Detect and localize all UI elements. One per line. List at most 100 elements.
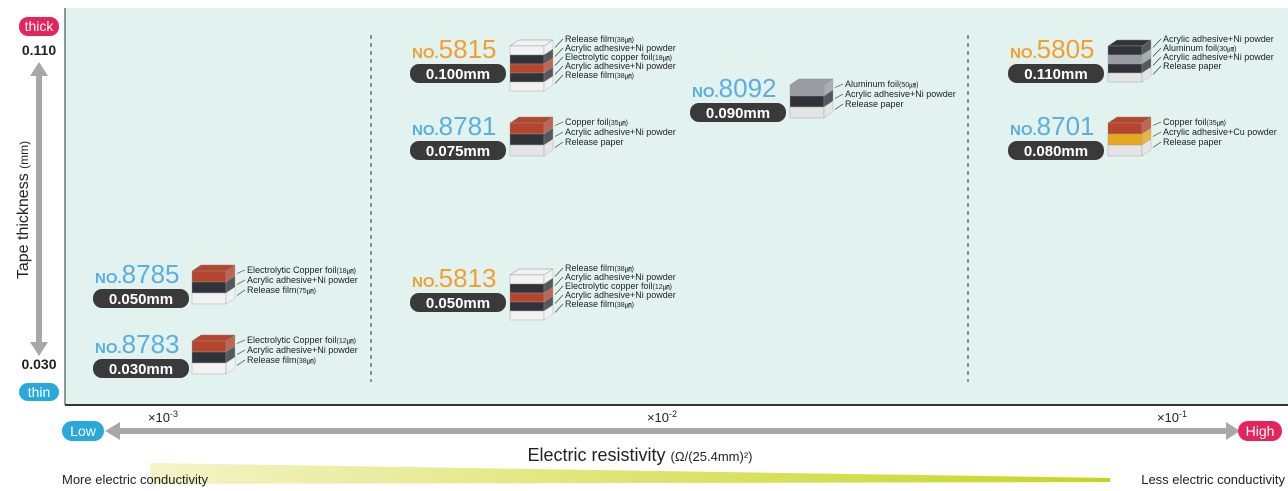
thin-label: thin	[28, 384, 51, 400]
layer-front	[1107, 54, 1143, 65]
layer-front	[509, 122, 545, 135]
product-prefix: NO.	[1010, 122, 1037, 139]
leader	[236, 289, 246, 296]
layer-side	[225, 356, 236, 375]
leader	[1152, 47, 1162, 57]
thick-label: thick	[25, 18, 55, 34]
thickness-label: 0.050mm	[109, 291, 173, 308]
layer-side	[543, 75, 554, 92]
layer-name: Acrylic adhesive+Cu powder	[1163, 127, 1277, 137]
max-label: 0.110	[22, 42, 56, 58]
layer-front	[509, 133, 545, 146]
product-code: 5813	[439, 263, 497, 293]
layer-label: Electrolytic copper foil(18㎛)	[565, 52, 672, 63]
layer-spec: (38㎛)	[297, 358, 316, 366]
layer-name: Acrylic adhesive+Ni powder	[1163, 34, 1274, 44]
leader	[236, 279, 246, 285]
leader	[1152, 56, 1162, 66]
layer-front	[1107, 63, 1143, 74]
layer-label: Electrolytic Copper foil(18㎛)	[247, 265, 356, 276]
scale-base: ×10	[1157, 410, 1179, 425]
product-number: NO.8781	[412, 111, 497, 141]
layer-spec: (30㎛)	[1217, 46, 1236, 54]
leader	[834, 83, 844, 88]
product-number: NO.5805	[1010, 34, 1095, 64]
layer-spec: (12㎛)	[337, 338, 356, 346]
layer-label: Acrylic adhesive+Ni powder	[565, 43, 676, 53]
layer-front	[191, 281, 227, 294]
layer-side	[543, 304, 554, 321]
leader	[834, 93, 844, 99]
layer-name: Acrylic adhesive+Ni powder	[1163, 52, 1274, 62]
layer-spec: (38㎛)	[615, 302, 634, 310]
layer-front	[509, 72, 545, 83]
layer-spec: (75㎛)	[297, 288, 316, 296]
layer-front	[509, 274, 545, 285]
product-code: 8783	[122, 329, 180, 359]
layer-name: Acrylic adhesive+Ni powder	[565, 127, 676, 137]
leader	[1152, 141, 1162, 148]
layer-label: Release film(38㎛)	[565, 70, 634, 81]
layer-spec: (38㎛)	[615, 37, 634, 45]
layer-name: Acrylic adhesive+Ni powder	[565, 61, 676, 71]
layer-name: Release film	[565, 70, 615, 80]
scale-base: ×10	[148, 410, 170, 425]
right-note: Less electric conductivity	[1141, 472, 1285, 487]
leader	[554, 74, 564, 84]
scale-label: ×10-1	[1157, 409, 1187, 425]
layer-label: Release film(38㎛)	[565, 299, 634, 310]
layer-name: Acrylic adhesive+Ni powder	[247, 345, 358, 355]
layer-name: Acrylic adhesive+Ni powder	[565, 290, 676, 300]
layer-front	[509, 310, 545, 321]
x-axis-label: Electric resistivity	[528, 445, 666, 465]
product-prefix: NO.	[412, 122, 439, 139]
leader	[554, 121, 564, 126]
layer-spec: (38㎛)	[615, 266, 634, 274]
product-code: 8781	[439, 111, 497, 141]
layer-label: Copper foil(35㎛)	[565, 117, 628, 128]
product-number: NO.8783	[95, 329, 180, 359]
leader	[236, 349, 246, 355]
thickness-label: 0.100mm	[426, 66, 490, 83]
thickness-label: 0.050mm	[426, 295, 490, 312]
leader	[1152, 131, 1162, 137]
thickness-pill	[690, 103, 786, 122]
layer-label: Copper foil(35㎛)	[1163, 117, 1226, 128]
layer-label: Acrylic adhesive+Ni powder	[565, 61, 676, 71]
product-number: NO.8785	[95, 259, 180, 289]
layer-label: Release paper	[845, 99, 904, 109]
layer-front	[509, 54, 545, 65]
layer-name: Acrylic adhesive+Ni powder	[565, 272, 676, 282]
layer-label: Acrylic adhesive+Ni powder	[1163, 34, 1274, 44]
product-code: 8785	[122, 259, 180, 289]
product-prefix: NO.	[1010, 45, 1037, 62]
leader	[554, 38, 564, 48]
layer-spec: (18㎛)	[653, 55, 672, 63]
thin-pill	[19, 383, 59, 401]
leader	[1152, 121, 1162, 126]
product-code: 5805	[1037, 34, 1095, 64]
y-arrow	[30, 62, 48, 356]
layer-front	[1107, 144, 1143, 157]
leader	[554, 294, 564, 304]
layer-name: Release film	[247, 355, 297, 365]
leader	[1152, 65, 1162, 75]
product-code: 5815	[439, 34, 497, 64]
layer-name: Electrolytic copper foil	[565, 52, 653, 62]
layer-label: Aluminum foil(50㎛)	[845, 79, 918, 90]
layer-name: Electrolytic Copper foil	[247, 335, 337, 345]
low-label: Low	[70, 423, 97, 439]
layer-front	[509, 301, 545, 312]
layer-name: Acrylic adhesive+Ni powder	[565, 43, 676, 53]
product-number: NO.5813	[412, 263, 497, 293]
thickness-label: 0.090mm	[706, 105, 770, 122]
high-pill	[1238, 421, 1282, 441]
thickness-label: 0.030mm	[109, 361, 173, 378]
leader	[554, 131, 564, 137]
low-pill	[62, 421, 104, 441]
layer-front	[1107, 122, 1143, 135]
layer-name: Release paper	[565, 137, 624, 147]
layer-label: Release film(38㎛)	[565, 34, 634, 45]
layer-label: Release paper	[565, 137, 624, 147]
